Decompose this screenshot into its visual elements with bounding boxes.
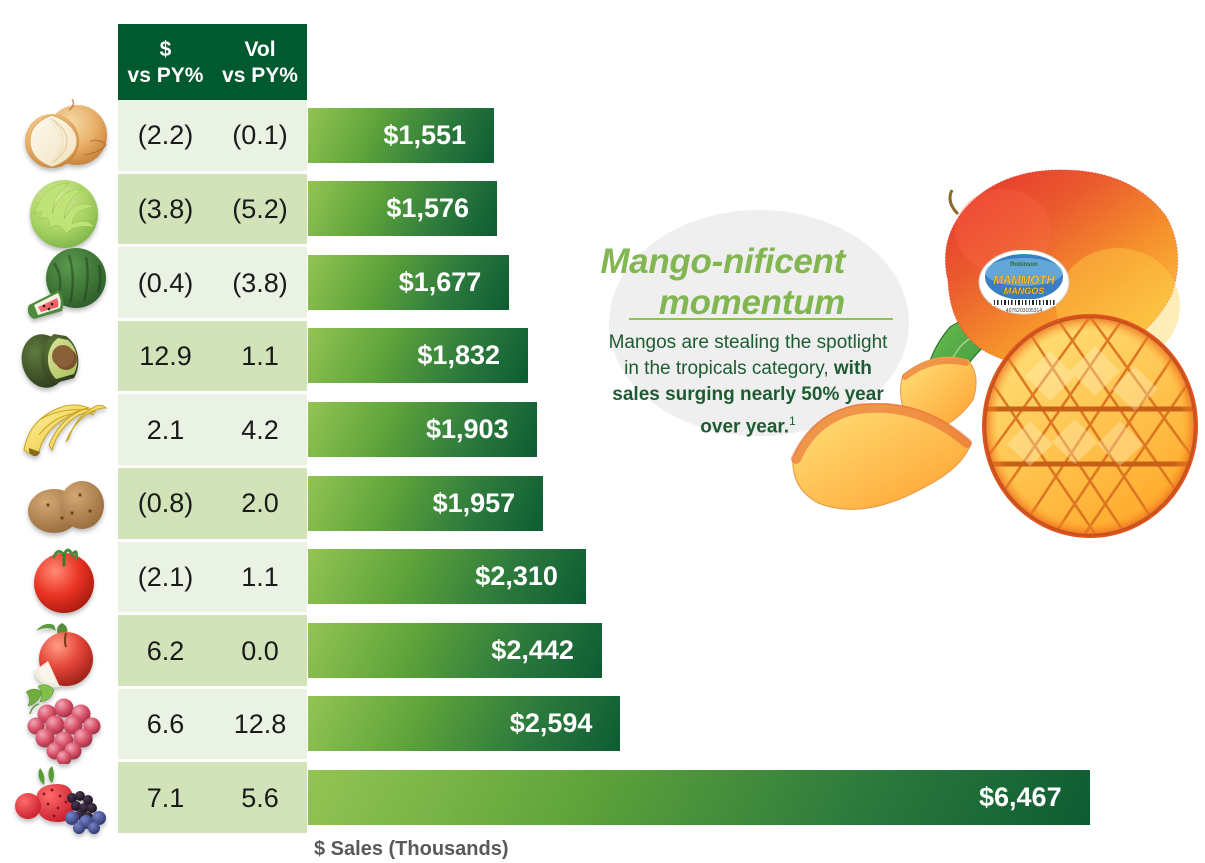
svg-text:MANGOS: MANGOS xyxy=(1004,286,1045,296)
svg-text:Robinson: Robinson xyxy=(1010,262,1038,268)
